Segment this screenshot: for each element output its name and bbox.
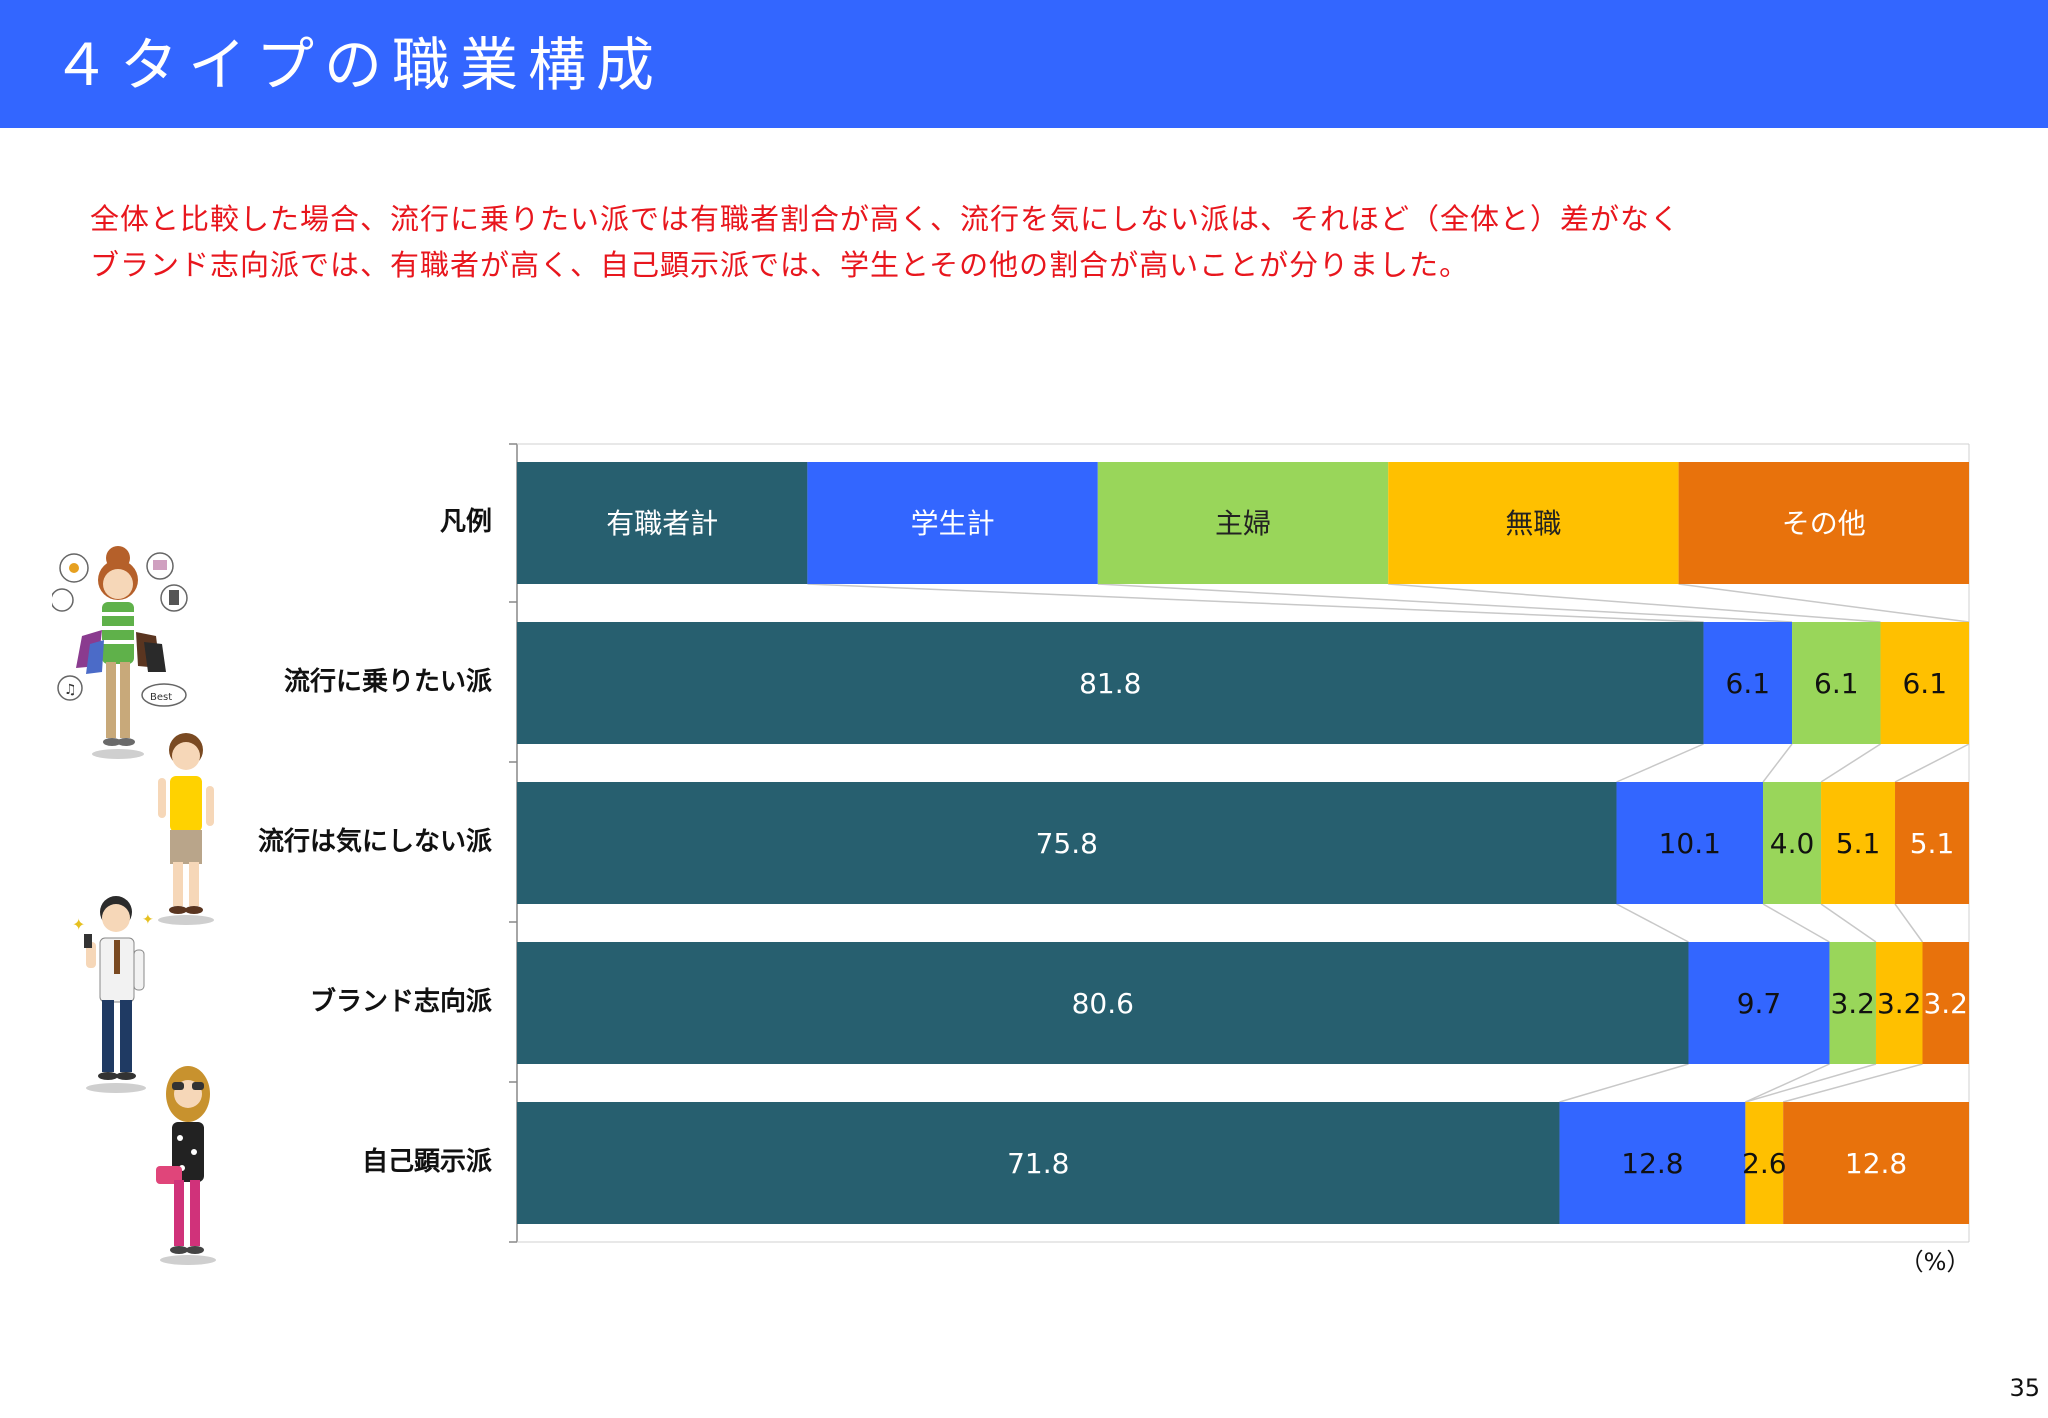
legend-swatch-1 <box>807 462 1098 584</box>
bar-label-0-0: 81.8 <box>1079 667 1141 700</box>
svg-text:Best: Best <box>150 692 172 703</box>
gal-girl-icon <box>156 1066 216 1265</box>
legend-label-1: 学生計 <box>911 507 995 540</box>
svg-text:✦: ✦ <box>72 915 85 934</box>
bar-segment-0-2 <box>1792 622 1881 744</box>
bar-segment-2-3 <box>1875 942 1923 1064</box>
svg-text:♫: ♫ <box>64 682 77 698</box>
connector-line-1-1 <box>1616 743 1704 783</box>
bar-label-3-4: 12.8 <box>1845 1147 1907 1180</box>
title-bar: ４タイプの職業構成 <box>0 0 2048 128</box>
svg-text:✦: ✦ <box>142 912 154 928</box>
legend-label-4: その他 <box>1782 507 1866 540</box>
summary-line-1: 全体と比較した場合、流行に乗りたい派では有職者割合が高く、流行を気にしない派は、… <box>90 202 1681 236</box>
legend-row-label: 凡例 <box>439 507 492 537</box>
connector-line-0-1 <box>807 583 1704 623</box>
bar-label-3-0: 71.8 <box>1007 1147 1069 1180</box>
summary-line-2: ブランド志向派では、有職者が高く、自己顕示派では、学生とその他の割合が高いことが… <box>90 248 1470 282</box>
bar-segment-1-1 <box>1616 782 1764 904</box>
bar-label-3-1: 12.8 <box>1621 1147 1683 1180</box>
bar-label-2-1: 9.7 <box>1737 987 1782 1020</box>
category-label-trend-followers: 流行に乗りたい派 <box>283 667 492 697</box>
bar-label-1-0: 75.8 <box>1036 827 1098 860</box>
category-label-self-display: 自己顕示派 <box>361 1147 492 1177</box>
connector-line-2-3 <box>1820 903 1877 943</box>
bar-segment-0-0 <box>517 622 1704 744</box>
bar-segment-3-0 <box>517 1102 1560 1224</box>
connector-line-0-3 <box>1388 583 1881 623</box>
bar-segment-1-0 <box>517 782 1617 904</box>
legend-label-0: 有職者計 <box>606 507 718 540</box>
bar-label-3-3: 2.6 <box>1742 1147 1787 1180</box>
bar-segment-2-4 <box>1922 942 1969 1064</box>
connector-line-3-1 <box>1559 1063 1689 1103</box>
legend-label-3: 無職 <box>1505 507 1561 540</box>
category-label-trend-indifferent: 流行は気にしない派 <box>257 827 492 857</box>
connector-line-2-2 <box>1762 903 1830 943</box>
bar-label-2-2: 3.2 <box>1830 987 1875 1020</box>
legend-swatch-3 <box>1388 462 1679 584</box>
connector-line-0-2 <box>1097 583 1793 623</box>
casual-boy-icon <box>158 733 214 925</box>
bar-label-0-2: 6.1 <box>1814 667 1859 700</box>
connector-line-2-4 <box>1894 903 1924 943</box>
phone-man-icon: ✦ ✦ <box>72 896 154 1093</box>
bar-segment-3-1 <box>1559 1102 1746 1224</box>
page-title: ４タイプの職業構成 <box>52 31 665 99</box>
bar-segment-2-2 <box>1829 942 1876 1064</box>
bar-label-1-3: 5.1 <box>1836 827 1881 860</box>
bar-segment-1-2 <box>1763 782 1822 904</box>
bar-label-1-2: 4.0 <box>1770 827 1815 860</box>
bar-segment-1-4 <box>1895 782 1969 904</box>
unit-label: （%） <box>1899 1248 1971 1276</box>
legend-swatch-2 <box>1097 462 1389 584</box>
summary-text: 全体と比較した場合、流行に乗りたい派では有職者割合が高く、流行を気にしない派は、… <box>90 196 1970 288</box>
bar-value-labels: 有職者計 学生計 主婦 無職 その他 81.8 6.1 6.1 6.1 75.8 10.1 4.0 5.… <box>606 507 1968 1180</box>
bar-segment-2-1 <box>1688 942 1830 1064</box>
connector-line-1-3 <box>1820 743 1881 783</box>
bar-segments <box>517 462 1969 1224</box>
page-number: 35 <box>2009 1374 2040 1402</box>
bar-label-2-0: 80.6 <box>1072 987 1134 1020</box>
connector-line-3-3 <box>1745 1063 1877 1103</box>
connector-line-1-2 <box>1762 743 1793 783</box>
bar-label-0-3: 6.1 <box>1902 667 1947 700</box>
bar-segment-3-4 <box>1783 1102 1969 1224</box>
category-label-brand-oriented: ブランド志向派 <box>309 987 492 1017</box>
connector-line-1-4 <box>1894 743 1970 783</box>
bar-segment-1-3 <box>1821 782 1896 904</box>
bar-label-0-1: 6.1 <box>1726 667 1771 700</box>
bar-label-1-4: 5.1 <box>1910 827 1955 860</box>
connector-line-3-4 <box>1782 1063 1923 1103</box>
connector-lines <box>807 583 1970 1103</box>
shopping-girl-icon: ♫ Best <box>52 546 188 759</box>
bar-segment-0-3 <box>1880 622 1969 744</box>
bar-segment-0-1 <box>1703 622 1793 744</box>
legend-swatch-4 <box>1678 462 1969 584</box>
bar-label-1-1: 10.1 <box>1659 827 1721 860</box>
bar-label-2-3: 3.2 <box>1877 987 1922 1020</box>
legend-label-2: 主婦 <box>1215 507 1271 540</box>
connector-line-2-1 <box>1616 903 1689 943</box>
legend-swatch-0 <box>517 462 808 584</box>
connector-line-3-2 <box>1745 1063 1830 1103</box>
bar-segment-2-0 <box>517 942 1689 1064</box>
bar-label-2-4: 3.2 <box>1923 987 1968 1020</box>
connector-line-0-4 <box>1678 583 1970 623</box>
bar-segment-3-3 <box>1745 1102 1784 1224</box>
